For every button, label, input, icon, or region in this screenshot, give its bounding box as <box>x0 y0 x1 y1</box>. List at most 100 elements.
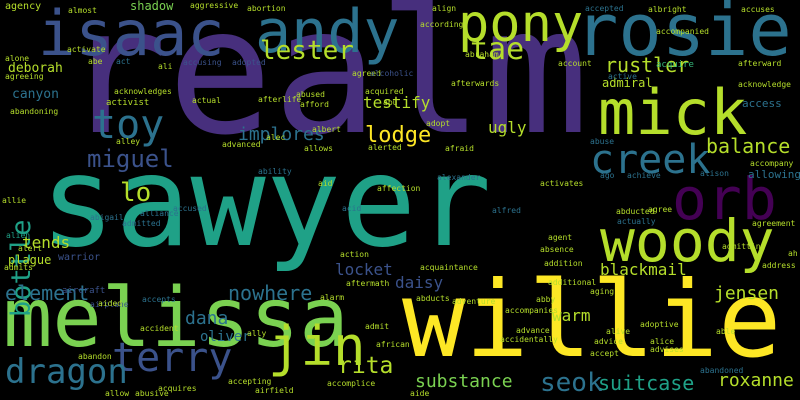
word-ally: ally <box>247 329 267 338</box>
word-alec: alec <box>266 133 286 142</box>
word-toy: toy <box>92 102 165 148</box>
word-balance: balance <box>706 134 791 158</box>
word-acid: acid <box>342 204 362 213</box>
word-abe: abe <box>88 57 103 66</box>
word-dana: dana <box>185 308 229 329</box>
word-advice: advice <box>594 337 623 346</box>
word-afterwards: afterwards <box>451 79 500 88</box>
word-abraham: abraham <box>465 50 499 59</box>
word-actually: actually <box>617 217 656 226</box>
word-abused: abused <box>296 90 325 99</box>
word-abuse: abuse <box>590 137 615 146</box>
word-admiral: admiral <box>602 76 653 90</box>
word-airfield: airfield <box>255 386 294 395</box>
word-tends: tends <box>22 233 71 252</box>
word-affection: affection <box>377 184 421 193</box>
word-advises: advises <box>650 345 684 354</box>
word-lo: lo <box>120 178 152 208</box>
word-shadow: shadow <box>130 0 174 13</box>
word-woody: woody <box>600 207 775 275</box>
word-mick: mick <box>598 76 748 149</box>
word-accompanied: accompanied <box>656 27 709 36</box>
word-terry: terry <box>112 335 233 381</box>
word-miguel: miguel <box>87 145 174 173</box>
word-alerted: alerted <box>368 143 402 152</box>
word-locket: locket <box>335 260 393 279</box>
word-activate: activate <box>67 45 106 54</box>
word-warrior: warrior <box>58 252 101 263</box>
word-achieve: achieve <box>627 171 661 180</box>
word-accompany: accompany <box>750 159 794 168</box>
word-alfred: alfred <box>492 206 521 215</box>
word-canyon: canyon <box>12 87 59 102</box>
word-accusing: accusing <box>183 58 222 67</box>
word-abigail: abigail <box>90 213 124 222</box>
word-action: action <box>340 250 369 259</box>
word-pony: pony <box>458 0 584 54</box>
word-african: african <box>376 340 410 349</box>
word-creek: creek <box>590 137 711 183</box>
word-actual: actual <box>192 96 221 105</box>
word-albert: albert <box>312 125 341 134</box>
word-orb: orb <box>672 165 777 233</box>
word-almost: almost <box>68 6 97 15</box>
word-allows: allows <box>304 144 333 153</box>
word-adoptive: adoptive <box>640 320 679 329</box>
word-suitcase: suitcase <box>598 371 695 395</box>
word-lester: lester <box>260 36 354 66</box>
word-acquire: acquire <box>656 60 694 70</box>
word-tae: tae <box>470 32 525 67</box>
word-admits: admits <box>4 263 33 272</box>
word-activist: activist <box>106 98 150 108</box>
word-afterward: afterward <box>738 59 782 68</box>
word-ability: ability <box>258 167 292 176</box>
word-aided: aided <box>98 299 123 308</box>
word-abortion: abortion <box>247 4 286 13</box>
word-alarm: alarm <box>320 293 345 302</box>
word-additional: additional <box>548 278 597 287</box>
word-adopt: adopt <box>426 119 451 128</box>
word-acquires: acquires <box>158 384 197 393</box>
word-act: act <box>116 57 131 66</box>
word-oliver: oliver <box>200 329 251 345</box>
word-addition: addition <box>544 259 583 268</box>
word-nowhere: nowhere <box>228 281 313 305</box>
word-afford: afford <box>300 100 329 109</box>
word-abandon: abandon <box>78 352 112 361</box>
word-ali: ali <box>158 62 173 71</box>
word-accompanies: accompanies <box>505 306 558 315</box>
word-adopted: adopted <box>232 58 266 67</box>
word-agreement: agreement <box>752 219 796 228</box>
word-accepted: accepted <box>585 4 624 13</box>
word-melissa: melissa <box>3 271 349 366</box>
word-absence: absence <box>540 245 574 254</box>
word-realm: realm <box>62 0 589 174</box>
word-aggressive: aggressive <box>190 1 239 10</box>
word-accept: accept <box>590 349 619 358</box>
word-aircraft: aircraft <box>62 286 106 296</box>
word-address: address <box>762 261 796 270</box>
word-acknowledge: acknowledge <box>738 80 791 89</box>
word-abducted: abducted <box>616 207 655 216</box>
word-sawyer: sawyer <box>40 130 492 275</box>
word-implores: implores <box>238 124 325 145</box>
word-according: according <box>420 20 464 29</box>
word-accident: accident <box>140 324 179 333</box>
word-admitted: admitted <box>122 219 161 228</box>
word-agree: agree <box>648 205 673 214</box>
word-agreeing: agreeing <box>5 72 44 81</box>
word-rosie: rosie <box>575 0 792 72</box>
word-acknowledges: acknowledges <box>114 87 172 96</box>
word-abu: abu <box>383 98 398 107</box>
word-allie: allie <box>2 196 27 205</box>
word-accused: accused <box>173 204 207 213</box>
word-albright: albright <box>648 5 687 14</box>
word-agreed: agreed <box>352 69 381 78</box>
word-acquaintance: acquaintance <box>420 263 478 272</box>
word-active: active <box>608 72 637 81</box>
word-accomplice: accomplice <box>327 379 376 388</box>
word-willie: willie <box>402 259 782 381</box>
word-alien: alien <box>6 231 31 240</box>
word-isaac: isaac <box>38 0 225 70</box>
word-alone: alone <box>5 54 30 63</box>
